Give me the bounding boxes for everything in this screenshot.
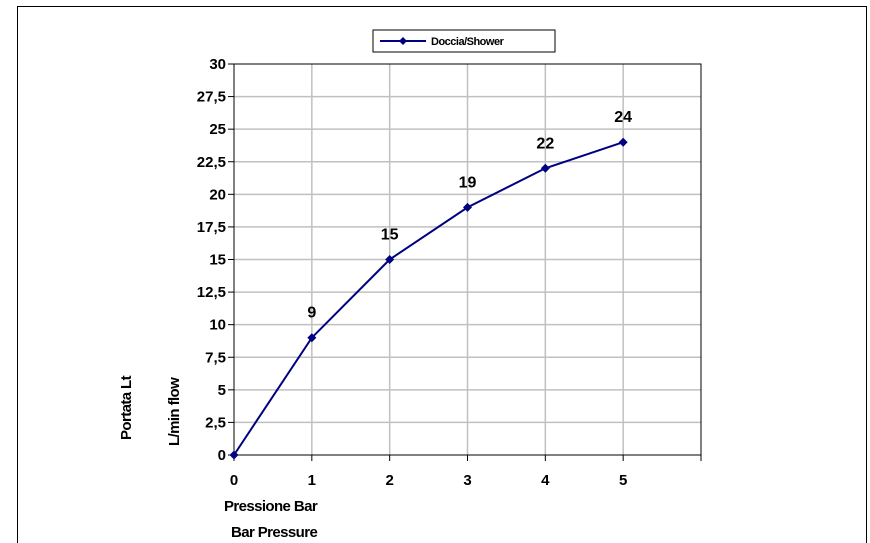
y-axis-ticks: 0 2,5 5 7,5 10 12,5 15 17,5 20 22,5 25 27,5 30 [197,56,234,464]
x-tick-label: 4 [541,472,550,489]
legend-label: Doccia/Shower [431,36,505,48]
gridlines [234,64,701,455]
y-tick-label: 17,5 [197,219,226,236]
y-tick-label: 2,5 [205,414,226,431]
y-tick-label: 27,5 [197,89,226,106]
data-point [307,333,317,343]
data-label: 22 [536,135,554,152]
data-point [618,137,628,147]
data-labels: 9 15 19 22 24 [307,109,632,322]
x-tick-label: 2 [385,472,393,489]
x-tick-label: 3 [463,472,471,489]
data-label: 15 [381,227,399,244]
chart-frame [17,6,867,543]
data-label: 24 [614,109,632,126]
y-axis-label-line1: Portata Lt [118,375,135,440]
x-tick-label: 1 [308,472,316,489]
y-tick-label: 10 [209,317,226,334]
y-tick-label: 12,5 [197,284,226,301]
data-point [463,202,472,212]
data-point [385,255,395,264]
y-tick-label: 22,5 [197,154,226,171]
y-tick-label: 30 [209,56,226,73]
x-axis-ticks: 0 1 2 3 4 5 [230,455,702,489]
data-point [540,163,550,173]
y-tick-label: 5 [218,382,226,399]
series-line [233,141,624,456]
data-point [229,450,239,460]
x-axis-label-line2: Bar Pressure [231,524,317,541]
y-axis-label-line2: L/min flow [166,377,183,446]
x-tick-label: 0 [230,472,238,489]
x-tick-label: 5 [619,472,627,489]
y-tick-label: 7,5 [205,349,226,366]
y-tick-label: 0 [218,447,226,464]
data-label: 9 [307,305,316,322]
legend-marker-icon [399,37,407,45]
data-label: 19 [459,174,477,191]
y-tick-label: 25 [209,121,226,138]
series-group [229,137,628,460]
legend: Doccia/Shower [372,29,556,53]
y-tick-label: 15 [209,252,226,269]
y-tick-label: 20 [209,186,226,203]
x-axis-label-line1: Pressione Bar [224,498,318,515]
